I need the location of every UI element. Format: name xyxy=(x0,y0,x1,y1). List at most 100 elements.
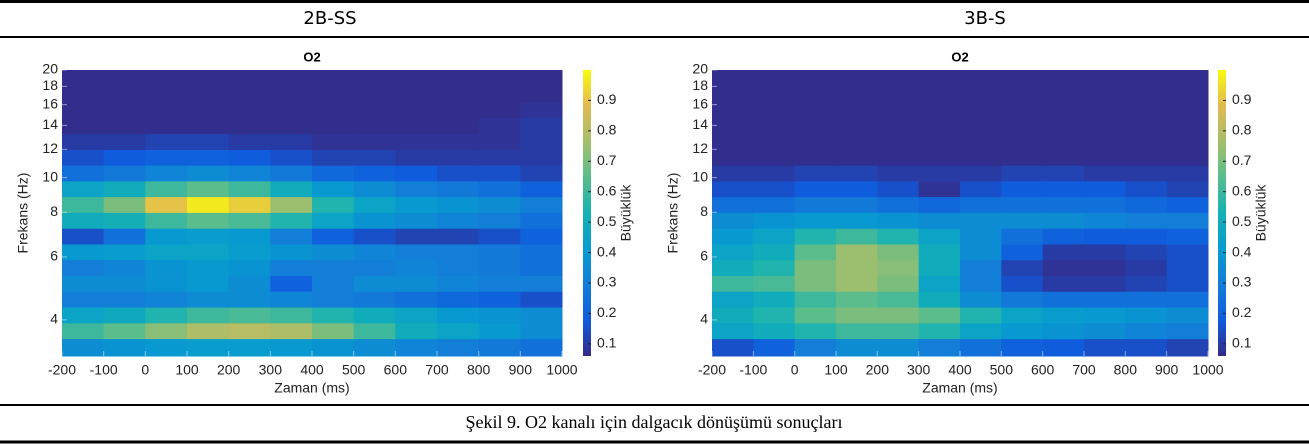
heat-cell xyxy=(187,212,229,228)
heat-cell xyxy=(520,102,562,118)
heat-cell xyxy=(62,276,104,292)
heat-cell xyxy=(145,307,187,323)
heat-cell xyxy=(312,307,354,323)
heat-cell xyxy=(312,134,354,150)
x-tick-label: 800 xyxy=(467,362,491,378)
heat-cell xyxy=(520,260,562,276)
colorbar-tick-label: 0.3 xyxy=(1232,274,1252,290)
heat-cell xyxy=(395,260,437,276)
heat-cell xyxy=(795,86,837,102)
heat-cell xyxy=(1084,307,1126,323)
x-tick-label: -200 xyxy=(48,362,76,378)
heat-cell xyxy=(960,117,1002,134)
heat-cell xyxy=(312,212,354,228)
heat-cell xyxy=(1043,165,1085,181)
colorbar-tick-label: 0.5 xyxy=(597,213,617,229)
heat-cell xyxy=(479,276,521,292)
heat-cell xyxy=(354,244,396,260)
heat-cell xyxy=(1084,323,1126,339)
heat-cell xyxy=(836,134,878,150)
colorbar-tick-label: 0.2 xyxy=(1232,304,1252,320)
heat-cell xyxy=(62,165,104,181)
heat-cell xyxy=(877,323,919,339)
heat-cell xyxy=(354,276,396,292)
x-tick-label: 900 xyxy=(1155,362,1179,378)
heat-cell xyxy=(795,102,837,118)
heat-cell xyxy=(919,70,961,87)
heat-cell xyxy=(712,307,754,323)
y-tick-label: 8 xyxy=(50,203,58,219)
heat-cell xyxy=(187,165,229,181)
heat-cell xyxy=(960,260,1002,276)
heat-cell xyxy=(187,323,229,339)
heat-cell xyxy=(187,291,229,307)
heat-cell xyxy=(1001,276,1043,292)
heat-cell xyxy=(270,197,312,213)
colorbar-tick-label: 0.6 xyxy=(1232,182,1252,198)
heat-cell xyxy=(479,339,521,357)
heat-cell xyxy=(1167,86,1209,102)
heat-cell xyxy=(270,70,312,87)
heat-cell xyxy=(104,117,146,134)
heat-cell xyxy=(960,150,1002,166)
heat-cell xyxy=(836,102,878,118)
heat-cell xyxy=(795,134,837,150)
heat-cell xyxy=(836,244,878,260)
heat-cell xyxy=(1125,212,1167,228)
heat-cell xyxy=(919,102,961,118)
heat-cell xyxy=(187,102,229,118)
heat-cell xyxy=(836,117,878,134)
heat-cell xyxy=(229,323,271,339)
heat-cell xyxy=(145,165,187,181)
heat-cell xyxy=(104,228,146,244)
heat-cell xyxy=(145,197,187,213)
heat-cell xyxy=(712,197,754,213)
heat-cell xyxy=(229,339,271,357)
heat-cell xyxy=(229,86,271,102)
heat-cell xyxy=(520,70,562,87)
heat-cell xyxy=(395,291,437,307)
heat-cell xyxy=(354,134,396,150)
heat-cell xyxy=(1167,117,1209,134)
heat-cell xyxy=(1043,291,1085,307)
heat-cell xyxy=(1125,70,1167,87)
heat-cell xyxy=(1001,134,1043,150)
heat-cell xyxy=(104,276,146,292)
heat-cell xyxy=(795,70,837,87)
heat-cell xyxy=(919,339,961,357)
heat-cell xyxy=(877,228,919,244)
heat-cell xyxy=(795,276,837,292)
heat-cell xyxy=(795,150,837,166)
heat-cell xyxy=(1001,102,1043,118)
heat-cell xyxy=(753,260,795,276)
heat-cell xyxy=(354,70,396,87)
heat-cell xyxy=(919,117,961,134)
heat-cell xyxy=(1125,117,1167,134)
heat-cell xyxy=(395,165,437,181)
heat-cell xyxy=(312,323,354,339)
heat-cell xyxy=(712,165,754,181)
heat-cell xyxy=(1001,260,1043,276)
x-tick-label: -100 xyxy=(90,362,118,378)
colorbar-tick-label: 0.5 xyxy=(1232,213,1252,229)
heat-cell xyxy=(395,307,437,323)
heat-cell xyxy=(960,102,1002,118)
heat-cell xyxy=(1001,339,1043,357)
y-tick-label: 18 xyxy=(42,77,58,93)
heat-cell xyxy=(1084,150,1126,166)
heat-cell xyxy=(437,212,479,228)
heat-cell xyxy=(229,150,271,166)
heat-cell xyxy=(877,165,919,181)
colorbar-label: Büyüklük xyxy=(618,184,634,242)
colorbar-tick-label: 0.2 xyxy=(597,304,617,320)
heat-cell xyxy=(270,150,312,166)
heat-cell xyxy=(437,260,479,276)
heat-cell xyxy=(437,197,479,213)
heat-cell xyxy=(354,212,396,228)
heat-cell xyxy=(437,150,479,166)
heat-cell xyxy=(104,339,146,357)
heat-cell xyxy=(919,181,961,197)
colorbar-tick-label: 0.6 xyxy=(597,182,617,198)
x-tick-label: 0 xyxy=(141,362,149,378)
heat-cell xyxy=(62,150,104,166)
